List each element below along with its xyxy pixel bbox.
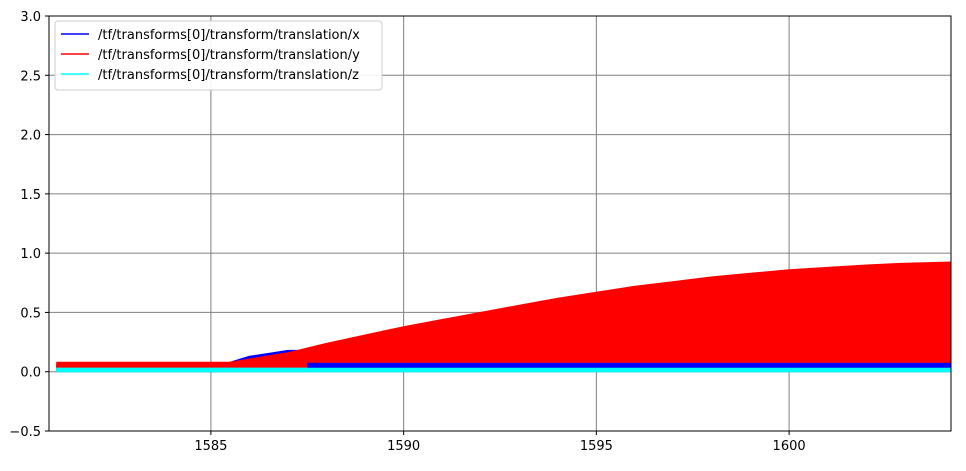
y-tick-label: −0.5 — [9, 425, 41, 440]
legend: /tf/transforms[0]/transform/translation/… — [54, 20, 383, 91]
legend-box — [54, 20, 383, 91]
y-tick-label: 1.0 — [20, 247, 41, 262]
x-tick-label: 1590 — [387, 439, 420, 454]
series-area-z-top — [56, 367, 952, 373]
y-tick-label: 2.5 — [20, 69, 41, 84]
series-band-x — [307, 362, 951, 369]
x-axis: 1585 1590 1595 1600 — [194, 431, 806, 454]
x-tick-label: 1585 — [194, 439, 227, 454]
y-axis: −0.5 0.0 0.5 1.0 1.5 2.0 2.5 3.0 — [9, 10, 49, 440]
plot-frame — [48, 15, 952, 432]
legend-label: /tf/transforms[0]/transform/translation/… — [98, 68, 359, 83]
y-tick-label: 2.0 — [20, 129, 41, 144]
legend-label: /tf/transforms[0]/transform/translation/… — [98, 28, 360, 43]
x-tick-label: 1595 — [580, 439, 613, 454]
legend-label: /tf/transforms[0]/transform/translation/… — [98, 48, 360, 63]
y-tick-label: 0.0 — [20, 366, 41, 381]
x-tick-label: 1600 — [773, 439, 806, 454]
y-tick-label: 0.5 — [20, 306, 41, 321]
y-tick-label: 3.0 — [20, 10, 41, 25]
y-tick-label: 1.5 — [20, 188, 41, 203]
